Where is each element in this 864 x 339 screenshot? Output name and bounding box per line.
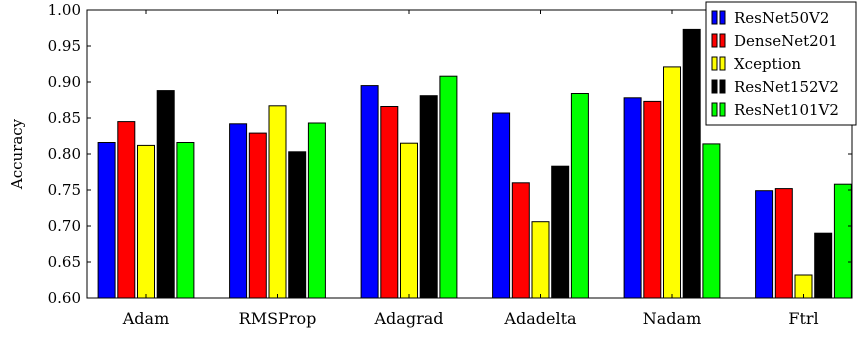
y-tick-label: 0.65 — [48, 253, 81, 271]
bar-resnet152v2-rmsprop — [288, 151, 307, 299]
legend-label: ResNet50V2 — [734, 9, 829, 27]
bar-xception-adadelta — [531, 221, 550, 299]
legend-swatch — [719, 10, 726, 25]
y-tick-label: 0.75 — [48, 181, 81, 199]
x-tick-label: Adam — [122, 309, 170, 328]
legend-swatch — [719, 79, 726, 94]
bar-resnet152v2-ftrl — [814, 232, 833, 299]
bar-resnet101v2-rmsprop — [307, 122, 326, 299]
legend-swatch — [719, 33, 726, 48]
bar-resnet50v2-adam — [97, 142, 116, 299]
bar-resnet152v2-nadam — [682, 28, 701, 299]
axes-group: Adam RMSProp Adagrad Adadelta Nadam Ftrl 0.60 0… — [8, 1, 853, 328]
bar-resnet50v2-rmsprop — [229, 123, 248, 299]
y-tick-label: 0.60 — [48, 289, 81, 307]
bar-resnet101v2-adagrad — [439, 75, 458, 299]
x-tick-label: RMSProp — [239, 309, 317, 328]
y-tick-label: 0.85 — [48, 109, 81, 127]
y-tick-label: 0.95 — [48, 37, 81, 55]
bars-group — [97, 28, 852, 299]
bar-resnet101v2-nadam — [702, 143, 721, 299]
legend-swatch — [711, 79, 718, 94]
legend-swatch — [711, 102, 718, 117]
legend-swatch — [711, 56, 718, 71]
bar-resnet101v2-adam — [176, 142, 195, 299]
y-tick-label: 0.90 — [48, 73, 81, 91]
bar-resnet50v2-ftrl — [755, 190, 774, 299]
legend-label: DenseNet201 — [734, 32, 838, 50]
x-tick-label: Adagrad — [373, 309, 443, 328]
bar-resnet101v2-adadelta — [570, 93, 589, 299]
legend-swatch — [711, 33, 718, 48]
legend-swatch — [719, 56, 726, 71]
legend-swatch — [711, 10, 718, 25]
bar-resnet50v2-adagrad — [360, 85, 379, 299]
bar-resnet152v2-adadelta — [551, 165, 570, 299]
bar-resnet101v2-ftrl — [833, 183, 852, 299]
y-tick-label: 0.70 — [48, 217, 81, 235]
bar-resnet50v2-nadam — [623, 97, 642, 299]
bar-xception-nadam — [663, 66, 681, 299]
bar-xception-adam — [137, 144, 155, 299]
legend-label: ResNet152V2 — [734, 78, 839, 96]
x-tick-label: Ftrl — [788, 309, 818, 328]
legend-box — [705, 1, 857, 126]
bar-resnet50v2-adadelta — [492, 112, 511, 299]
legend: ResNet50V2 DenseNet201 Xception ResNet152V2… — [705, 1, 857, 126]
bar-densenet201-ftrl — [774, 188, 793, 299]
y-tick-label: 1.00 — [48, 1, 81, 19]
bar-xception-rmsprop — [268, 105, 287, 299]
bar-densenet201-adadelta — [511, 182, 530, 299]
legend-swatch — [719, 102, 726, 117]
bar-densenet201-adagrad — [380, 106, 399, 299]
y-tick-label: 0.80 — [48, 145, 81, 163]
y-axis-title: Accuracy — [8, 118, 26, 190]
bar-xception-adagrad — [400, 142, 418, 299]
x-tick-label: Nadam — [643, 309, 702, 328]
bar-densenet201-adam — [117, 121, 136, 299]
bar-densenet201-nadam — [643, 100, 662, 299]
bar-densenet201-rmsprop — [248, 132, 267, 299]
legend-label: ResNet101V2 — [734, 101, 839, 119]
bar-resnet152v2-adagrad — [419, 95, 438, 299]
x-tick-label: Adadelta — [503, 309, 577, 328]
bar-resnet152v2-adam — [156, 90, 175, 299]
legend-label: Xception — [734, 55, 801, 73]
